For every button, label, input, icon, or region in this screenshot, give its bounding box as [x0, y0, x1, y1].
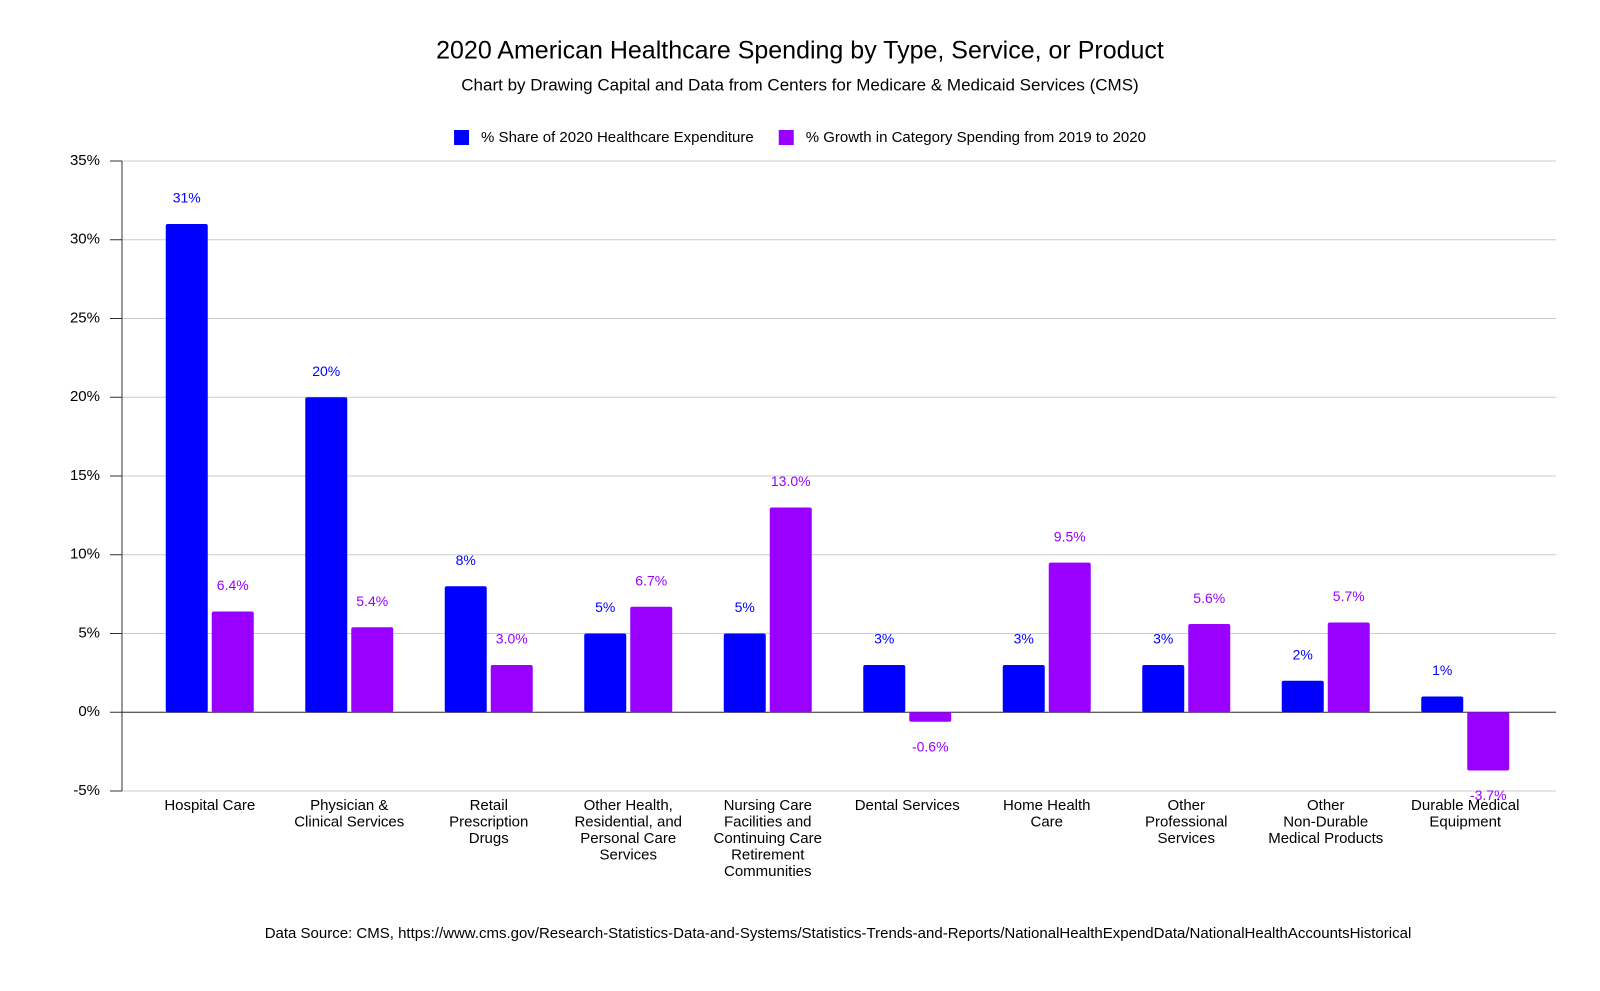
bar	[211, 611, 254, 713]
x-tick-label: Physician & Clinical Services	[294, 797, 404, 831]
y-tick-label: 15%	[70, 467, 100, 484]
value-label: 9.5%	[1054, 528, 1086, 544]
value-label: 20%	[312, 363, 340, 379]
value-label: 31%	[173, 190, 201, 206]
value-label: 6.4%	[217, 577, 249, 593]
bar	[1421, 696, 1464, 713]
value-label: 5.7%	[1333, 588, 1365, 604]
bar	[584, 633, 627, 713]
bar	[863, 665, 906, 713]
value-label: 3%	[1153, 631, 1173, 647]
y-tick-label: -5%	[73, 782, 100, 799]
value-label: 5%	[735, 599, 755, 615]
bar	[1002, 665, 1045, 713]
value-label: 2%	[1293, 646, 1313, 662]
bar	[1142, 665, 1185, 713]
x-tick-label: Home Health Care	[1003, 797, 1091, 831]
footnote: Data Source: CMS, https://www.cms.gov/Re…	[265, 925, 1412, 942]
legend-swatch	[778, 130, 794, 145]
y-tick-label: 20%	[70, 388, 100, 405]
value-label: 3%	[1014, 631, 1034, 647]
bar	[351, 627, 394, 713]
bar	[1327, 622, 1370, 713]
bar	[490, 665, 533, 713]
bar	[769, 507, 812, 713]
y-tick-label: 5%	[78, 624, 100, 641]
legend-label: % Growth in Category Spending from 2019 …	[806, 129, 1146, 146]
legend-label: % Share of 2020 Healthcare Expenditure	[481, 129, 754, 146]
value-label: 3.0%	[496, 631, 528, 647]
bar	[723, 633, 766, 713]
value-label: 3%	[874, 631, 894, 647]
value-label: 1%	[1432, 662, 1452, 678]
x-tick-label: Durable Medical Equipment	[1411, 797, 1519, 831]
chart-title: 2020 American Healthcare Spending by Typ…	[436, 37, 1164, 65]
bar	[444, 586, 487, 713]
value-label: -0.6%	[912, 738, 949, 754]
chart-subtitle: Chart by Drawing Capital and Data from C…	[461, 75, 1138, 94]
bar	[909, 712, 952, 722]
y-tick-label: 30%	[70, 231, 100, 248]
bar	[1467, 712, 1510, 771]
y-tick-label: 25%	[70, 309, 100, 326]
value-label: 13.0%	[771, 473, 811, 489]
x-tick-label: Other Professional Services	[1145, 797, 1228, 847]
x-tick-label: Other Health, Residential, and Personal Ca…	[574, 797, 682, 864]
value-label: 5.4%	[356, 593, 388, 609]
value-label: 8%	[456, 552, 476, 568]
x-tick-label: Other Non-Durable Medical Products	[1268, 797, 1383, 847]
bar	[630, 606, 673, 713]
x-tick-label: Retail Prescription Drugs	[449, 797, 528, 847]
x-tick-label: Nursing Care Facilities and Continuing Car…	[714, 797, 822, 880]
value-label: 6.7%	[635, 572, 667, 588]
y-tick-label: 35%	[70, 152, 100, 169]
bar	[1281, 680, 1324, 713]
bar	[1048, 562, 1091, 713]
y-tick-label: 0%	[78, 703, 100, 720]
value-label: 5%	[595, 599, 615, 615]
value-label: -3.7%	[1470, 787, 1507, 803]
bar	[1188, 624, 1231, 713]
bar	[305, 397, 348, 713]
x-tick-label: Dental Services	[855, 797, 960, 814]
y-tick-label: 10%	[70, 546, 100, 563]
bar	[165, 224, 208, 713]
legend: % Share of 2020 Healthcare Expenditure % …	[454, 129, 1146, 146]
value-label: 5.6%	[1193, 590, 1225, 606]
legend-swatch	[454, 130, 470, 145]
x-tick-label: Hospital Care	[164, 797, 255, 814]
